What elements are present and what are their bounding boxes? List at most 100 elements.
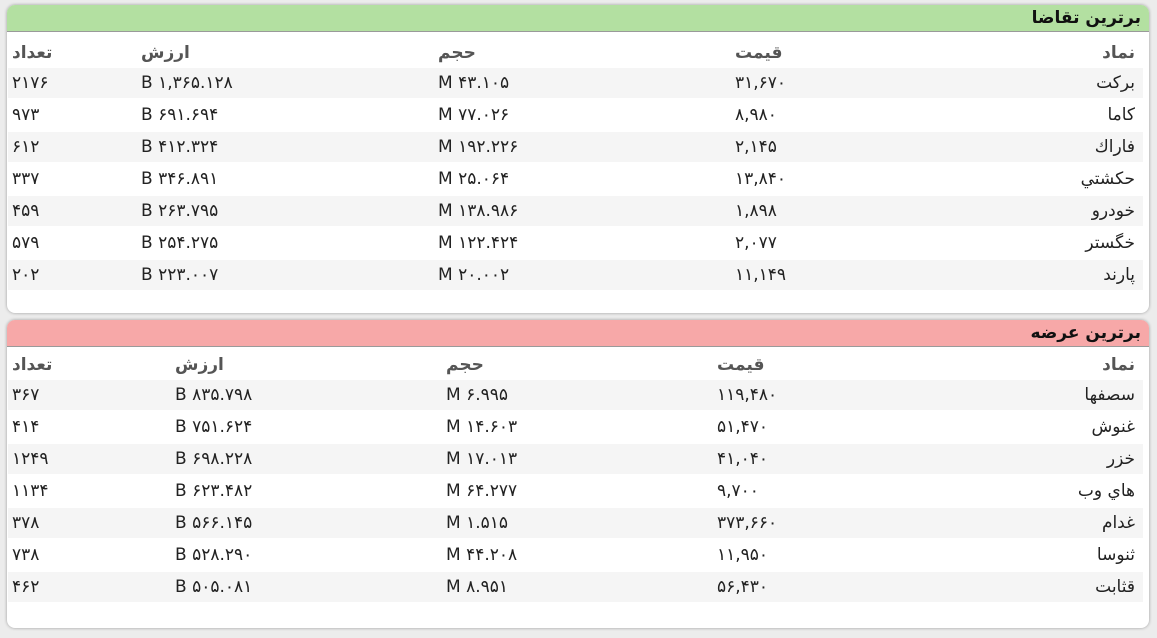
count-cell: ۱۲۴۹ bbox=[8, 444, 171, 476]
count-cell: ۴۶۲ bbox=[8, 572, 171, 604]
symbol-cell[interactable]: کاما bbox=[942, 100, 1143, 132]
count-cell: ۴۵۹ bbox=[8, 196, 137, 228]
column-header-volume[interactable]: حجم bbox=[438, 43, 476, 63]
symbol-cell[interactable]: خزر bbox=[942, 444, 1143, 476]
price-cell: ۵۱,۴۷۰ bbox=[713, 412, 942, 444]
value-cell: ۲۲۳.۰۰۷ B bbox=[137, 260, 434, 292]
top-supply-table: نماد قیمت حجم ارزش تعداد سصفها ۱۱۹,۴۸۰ ۶… bbox=[8, 350, 1143, 604]
table-row[interactable]: فاراك ۲,۱۴۵ ۱۹۲.۲۲۶ M ۴۱۲.۳۲۴ B ۶۱۲ bbox=[8, 132, 1143, 164]
value-cell: ۶۹۸.۲۲۸ B bbox=[171, 444, 442, 476]
table-row[interactable]: ثنوسا ۱۱,۹۵۰ ۴۴.۲۰۸ M ۵۲۸.۲۹۰ B ۷۳۸ bbox=[8, 540, 1143, 572]
symbol-cell[interactable]: قثابت bbox=[942, 572, 1143, 604]
symbol-cell[interactable]: خودرو bbox=[942, 196, 1143, 228]
top-demand-title: برترین تقاضا bbox=[7, 5, 1149, 32]
count-cell: ۴۱۴ bbox=[8, 412, 171, 444]
value-cell: ۷۵۱.۶۲۴ B bbox=[171, 412, 442, 444]
symbol-cell[interactable]: حكشتي bbox=[942, 164, 1143, 196]
column-header-volume[interactable]: حجم bbox=[446, 355, 484, 375]
table-row[interactable]: پارند ۱۱,۱۴۹ ۲۰.۰۰۲ M ۲۲۳.۰۰۷ B ۲۰۲ bbox=[8, 260, 1143, 292]
value-cell: ۳۴۶.۸۹۱ B bbox=[137, 164, 434, 196]
table-row[interactable]: هاي وب ۹,۷۰۰ ۶۴.۲۷۷ M ۶۲۳.۴۸۲ B ۱۱۳۴ bbox=[8, 476, 1143, 508]
table-row[interactable]: کاما ۸,۹۸۰ ۷۷.۰۲۶ M ۶۹۱.۶۹۴ B ۹۷۳ bbox=[8, 100, 1143, 132]
table-row[interactable]: خزر ۴۱,۰۴۰ ۱۷.۰۱۳ M ۶۹۸.۲۲۸ B ۱۲۴۹ bbox=[8, 444, 1143, 476]
count-cell: ۲۱۷۶ bbox=[8, 68, 137, 100]
count-cell: ۹۷۳ bbox=[8, 100, 137, 132]
price-cell: ۱۱۹,۴۸۰ bbox=[713, 380, 942, 412]
symbol-cell[interactable]: برکت bbox=[942, 68, 1143, 100]
symbol-cell[interactable]: غدام bbox=[942, 508, 1143, 540]
volume-cell: ۷۷.۰۲۶ M bbox=[434, 100, 731, 132]
table-row[interactable]: حكشتي ۱۳,۸۴۰ ۲۵.۰۶۴ M ۳۴۶.۸۹۱ B ۳۳۷ bbox=[8, 164, 1143, 196]
value-cell: ۶۲۳.۴۸۲ B bbox=[171, 476, 442, 508]
value-cell: ۱,۳۶۵.۱۲۸ B bbox=[137, 68, 434, 100]
table-row[interactable]: غنوش ۵۱,۴۷۰ ۱۴.۶۰۳ M ۷۵۱.۶۲۴ B ۴۱۴ bbox=[8, 412, 1143, 444]
count-cell: ۶۱۲ bbox=[8, 132, 137, 164]
symbol-cell[interactable]: غنوش bbox=[942, 412, 1143, 444]
price-cell: ۲,۰۷۷ bbox=[731, 228, 942, 260]
volume-cell: ۱۳۸.۹۸۶ M bbox=[434, 196, 731, 228]
count-cell: ۳۶۷ bbox=[8, 380, 171, 412]
price-cell: ۵۶,۴۳۰ bbox=[713, 572, 942, 604]
column-header-symbol[interactable]: نماد bbox=[1102, 43, 1135, 63]
volume-cell: ۶۴.۲۷۷ M bbox=[442, 476, 713, 508]
column-header-count[interactable]: تعداد bbox=[12, 43, 53, 63]
volume-cell: ۶.۹۹۵ M bbox=[442, 380, 713, 412]
price-cell: ۴۱,۰۴۰ bbox=[713, 444, 942, 476]
value-cell: ۸۳۵.۷۹۸ B bbox=[171, 380, 442, 412]
column-header-value[interactable]: ارزش bbox=[175, 355, 224, 375]
price-cell: ۱۳,۸۴۰ bbox=[731, 164, 942, 196]
volume-cell: ۲۰.۰۰۲ M bbox=[434, 260, 731, 292]
price-cell: ۱۱,۱۴۹ bbox=[731, 260, 942, 292]
price-cell: ۹,۷۰۰ bbox=[713, 476, 942, 508]
value-cell: ۵۰۵.۰۸۱ B bbox=[171, 572, 442, 604]
volume-cell: ۱۲۲.۴۲۴ M bbox=[434, 228, 731, 260]
column-header-price[interactable]: قیمت bbox=[717, 355, 765, 375]
table-row[interactable]: قثابت ۵۶,۴۳۰ ۸.۹۵۱ M ۵۰۵.۰۸۱ B ۴۶۲ bbox=[8, 572, 1143, 604]
count-cell: ۷۳۸ bbox=[8, 540, 171, 572]
value-cell: ۵۲۸.۲۹۰ B bbox=[171, 540, 442, 572]
value-cell: ۵۶۶.۱۴۵ B bbox=[171, 508, 442, 540]
value-cell: ۲۵۴.۲۷۵ B bbox=[137, 228, 434, 260]
symbol-cell[interactable]: ثنوسا bbox=[942, 540, 1143, 572]
value-cell: ۲۶۳.۷۹۵ B bbox=[137, 196, 434, 228]
table-row[interactable]: خودرو ۱,۸۹۸ ۱۳۸.۹۸۶ M ۲۶۳.۷۹۵ B ۴۵۹ bbox=[8, 196, 1143, 228]
volume-cell: ۲۵.۰۶۴ M bbox=[434, 164, 731, 196]
symbol-cell[interactable]: فاراك bbox=[942, 132, 1143, 164]
price-cell: ۳۷۳,۶۶۰ bbox=[713, 508, 942, 540]
volume-cell: ۱۴.۶۰۳ M bbox=[442, 412, 713, 444]
column-header-price[interactable]: قیمت bbox=[735, 43, 783, 63]
count-cell: ۳۷۸ bbox=[8, 508, 171, 540]
count-cell: ۲۰۲ bbox=[8, 260, 137, 292]
symbol-cell[interactable]: خگستر bbox=[942, 228, 1143, 260]
volume-cell: ۴۳.۱۰۵ M bbox=[434, 68, 731, 100]
table-header-row: نماد قیمت حجم ارزش تعداد bbox=[8, 38, 1143, 68]
table-row[interactable]: سصفها ۱۱۹,۴۸۰ ۶.۹۹۵ M ۸۳۵.۷۹۸ B ۳۶۷ bbox=[8, 380, 1143, 412]
price-cell: ۸,۹۸۰ bbox=[731, 100, 942, 132]
volume-cell: ۴۴.۲۰۸ M bbox=[442, 540, 713, 572]
top-supply-title: برترین عرضه bbox=[7, 320, 1149, 347]
value-cell: ۶۹۱.۶۹۴ B bbox=[137, 100, 434, 132]
top-demand-panel: برترین تقاضا نماد قیمت حجم ارزش تعداد بر… bbox=[7, 5, 1149, 313]
price-cell: ۱,۸۹۸ bbox=[731, 196, 942, 228]
volume-cell: ۱۹۲.۲۲۶ M bbox=[434, 132, 731, 164]
value-cell: ۴۱۲.۳۲۴ B bbox=[137, 132, 434, 164]
column-header-symbol[interactable]: نماد bbox=[1102, 355, 1135, 375]
symbol-cell[interactable]: سصفها bbox=[942, 380, 1143, 412]
top-demand-table: نماد قیمت حجم ارزش تعداد برکت ۳۱,۶۷۰ ۴۳.… bbox=[8, 38, 1143, 292]
price-cell: ۲,۱۴۵ bbox=[731, 132, 942, 164]
column-header-count[interactable]: تعداد bbox=[12, 355, 53, 375]
volume-cell: ۸.۹۵۱ M bbox=[442, 572, 713, 604]
table-header-row: نماد قیمت حجم ارزش تعداد bbox=[8, 350, 1143, 380]
table-row[interactable]: غدام ۳۷۳,۶۶۰ ۱.۵۱۵ M ۵۶۶.۱۴۵ B ۳۷۸ bbox=[8, 508, 1143, 540]
count-cell: ۳۳۷ bbox=[8, 164, 137, 196]
symbol-cell[interactable]: پارند bbox=[942, 260, 1143, 292]
count-cell: ۵۷۹ bbox=[8, 228, 137, 260]
table-row[interactable]: خگستر ۲,۰۷۷ ۱۲۲.۴۲۴ M ۲۵۴.۲۷۵ B ۵۷۹ bbox=[8, 228, 1143, 260]
volume-cell: ۱۷.۰۱۳ M bbox=[442, 444, 713, 476]
table-row[interactable]: برکت ۳۱,۶۷۰ ۴۳.۱۰۵ M ۱,۳۶۵.۱۲۸ B ۲۱۷۶ bbox=[8, 68, 1143, 100]
column-header-value[interactable]: ارزش bbox=[141, 43, 190, 63]
volume-cell: ۱.۵۱۵ M bbox=[442, 508, 713, 540]
price-cell: ۱۱,۹۵۰ bbox=[713, 540, 942, 572]
symbol-cell[interactable]: هاي وب bbox=[942, 476, 1143, 508]
top-supply-panel: برترین عرضه نماد قیمت حجم ارزش تعداد سصف… bbox=[7, 320, 1149, 628]
